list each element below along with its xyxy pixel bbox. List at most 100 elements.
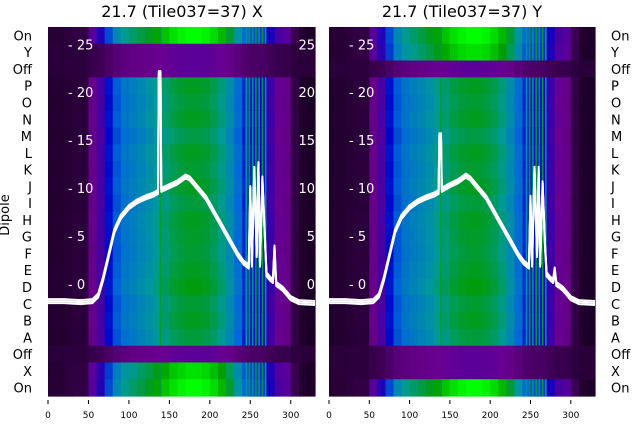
- heatmap-cell: [159, 312, 162, 330]
- heatmap-cell: [290, 161, 300, 179]
- heatmap-cell: [48, 278, 57, 296]
- heatmap-cell: [290, 245, 300, 263]
- heatmap-cell: [209, 161, 219, 179]
- heatmap-cell: [226, 27, 235, 45]
- heatmap-cell: [578, 161, 588, 179]
- heatmap-cell: [538, 127, 541, 146]
- heatmap-cell: [104, 379, 114, 397]
- heatmap-cell: [385, 94, 395, 112]
- row-label-right: Off: [611, 63, 631, 78]
- row-label-left: P: [24, 80, 32, 95]
- heatmap-cell: [528, 328, 531, 347]
- heatmap-cell: [353, 194, 362, 213]
- heatmap-cell: [112, 60, 122, 78]
- heatmap-cell: [525, 194, 528, 213]
- heatmap-cell: [245, 362, 248, 380]
- overlay-y-tick-label: - 10: [68, 182, 93, 197]
- heatmap-cell: [274, 245, 284, 263]
- heatmap-cell: [425, 194, 435, 213]
- row-label-right: Y: [610, 46, 619, 61]
- overlay-y-tick-label: - 20: [68, 86, 93, 101]
- heatmap-cell: [159, 27, 162, 45]
- heatmap-cell: [217, 110, 227, 129]
- heatmap-cell: [329, 27, 338, 45]
- heatmap-cell: [530, 345, 540, 364]
- heatmap-cell: [264, 27, 267, 45]
- heatmap-cell: [498, 345, 507, 364]
- heatmap-cell: [185, 43, 195, 62]
- heatmap-cell: [474, 43, 483, 62]
- heatmap-cell: [298, 379, 308, 397]
- heatmap-cell: [264, 194, 267, 213]
- heatmap-cell: [514, 312, 524, 330]
- heatmap-cell: [96, 161, 106, 179]
- heatmap-cell: [409, 295, 419, 313]
- heatmap-cell: [137, 278, 146, 296]
- x-tick-label: 50: [364, 411, 376, 421]
- heatmap-cell: [298, 43, 308, 62]
- heatmap-cell: [466, 362, 475, 380]
- heatmap-cell: [96, 43, 106, 62]
- heatmap-cell: [541, 43, 544, 62]
- heatmap-cell: [514, 278, 524, 296]
- heatmap-cell: [425, 60, 435, 78]
- heatmap-cell: [104, 161, 114, 179]
- heatmap-cell: [185, 60, 195, 78]
- heatmap-cell: [193, 245, 203, 263]
- heatmap-cell: [261, 312, 264, 330]
- heatmap-cell: [80, 261, 90, 280]
- heatmap-cell: [433, 379, 443, 397]
- heatmap-cell: [255, 144, 257, 162]
- heatmap-cell: [64, 43, 73, 62]
- heatmap-cell: [258, 27, 260, 45]
- heatmap-cell: [266, 345, 276, 364]
- heatmap-cell: [541, 261, 544, 280]
- heatmap-cell: [541, 245, 544, 263]
- heatmap-cell: [441, 345, 451, 364]
- heatmap-cell: [161, 60, 170, 78]
- heatmap-cell: [226, 77, 235, 95]
- heatmap-cell: [112, 379, 122, 397]
- heatmap-cell: [120, 245, 130, 263]
- heatmap-cell: [385, 194, 395, 213]
- heatmap-cell: [88, 261, 98, 280]
- overlay-y-tick-label: - 25: [68, 38, 93, 53]
- heatmap-cell: [541, 295, 544, 313]
- heatmap-cell: [193, 77, 203, 95]
- heatmap-cell: [554, 43, 564, 62]
- heatmap-cell: [145, 295, 154, 313]
- heatmap-cell: [245, 144, 248, 162]
- heatmap-cell: [409, 127, 419, 146]
- x-tick-label: 300: [562, 411, 579, 421]
- row-label-right: I: [611, 197, 615, 212]
- heatmap-cell: [506, 211, 515, 229]
- heatmap-cell: [185, 295, 195, 313]
- heatmap-cell: [251, 27, 254, 45]
- heatmap-cell: [306, 278, 316, 296]
- heatmap-cell: [554, 77, 564, 95]
- heatmap-cell: [266, 379, 276, 397]
- heatmap-cell: [128, 328, 138, 347]
- heatmap-cell: [264, 110, 267, 129]
- heatmap-cell: [393, 362, 403, 380]
- heatmap-cell: [514, 362, 524, 380]
- heatmap-cell: [578, 77, 588, 95]
- heatmap-cell: [425, 261, 435, 280]
- heatmap-cell: [541, 312, 544, 330]
- heatmap-cell: [506, 228, 515, 246]
- heatmap-cell: [393, 177, 403, 196]
- heatmap-cell: [137, 228, 146, 246]
- heatmap-cell: [393, 312, 403, 330]
- heatmap-cell: [409, 245, 419, 263]
- heatmap-cell: [217, 261, 227, 280]
- heatmap-cell: [306, 379, 316, 397]
- heatmap-cell: [258, 127, 260, 146]
- heatmap-cell: [169, 27, 179, 45]
- heatmap-cell: [72, 278, 81, 296]
- heatmap-cell: [538, 345, 548, 364]
- heatmap-cell: [298, 245, 308, 263]
- heatmap-cell: [377, 27, 387, 45]
- heatmap-cell: [440, 77, 442, 95]
- heatmap-cell: [64, 127, 73, 146]
- heatmap-cell: [201, 312, 211, 330]
